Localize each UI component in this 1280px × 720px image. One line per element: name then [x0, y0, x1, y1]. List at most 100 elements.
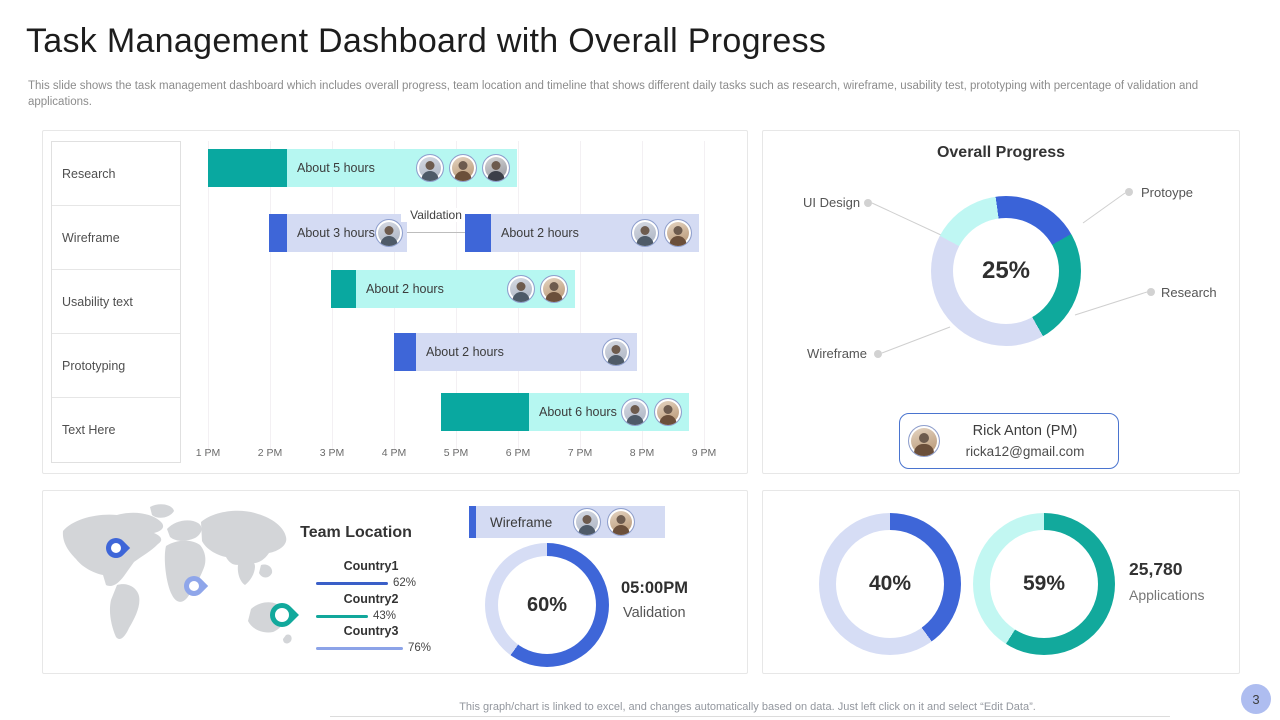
callout-wireframe: Wireframe	[807, 346, 867, 361]
gantt-bar-wireframe-1[interactable]: About 3 hours	[269, 214, 407, 252]
gantt-bar-progress	[331, 270, 356, 308]
country-name: Country1	[343, 559, 399, 573]
axis-tick-label: 9 PM	[691, 447, 717, 459]
callout-leader-lines	[871, 192, 1148, 354]
world-map	[62, 504, 292, 644]
gantt-row-label: Prototyping	[52, 334, 180, 398]
country-bar	[316, 581, 388, 585]
callout-dot	[1125, 188, 1133, 196]
footer-note: This graph/chart is linked to excel, and…	[459, 701, 1036, 713]
chip-accent-edge	[469, 506, 476, 538]
callout-dot	[874, 350, 882, 358]
gantt-bar-progress	[269, 214, 287, 252]
callout-research: Research	[1161, 285, 1217, 300]
gantt-row-label: Usability text	[52, 270, 180, 334]
gantt-bar-label: About 5 hours	[297, 161, 375, 175]
gridline	[208, 141, 209, 451]
team-location-panel[interactable]: Team Location Country1 62% Country2 43% …	[42, 490, 748, 674]
axis-tick-label: 5 PM	[443, 447, 469, 459]
applications-caption: Applications	[1129, 587, 1205, 603]
validation-caption: Validation	[623, 605, 686, 621]
callout-dot	[864, 199, 872, 207]
avatar	[416, 154, 444, 182]
country-bar	[316, 646, 403, 650]
connector-label: Vaildation	[401, 208, 471, 222]
avatar	[449, 154, 477, 182]
avatar	[482, 154, 510, 182]
avatar	[621, 398, 649, 426]
donut-center-value: 59%	[990, 530, 1098, 638]
gantt-bar-label: About 2 hours	[366, 282, 444, 296]
gantt-bar-prototyping[interactable]: About 2 hours	[394, 333, 637, 371]
avatar	[507, 275, 535, 303]
avatar	[908, 425, 940, 457]
gantt-row-label: Research	[52, 142, 180, 206]
country-value: 62%	[393, 577, 417, 589]
donut-center-value: 60%	[498, 556, 596, 654]
chart-title: Overall Progress	[936, 144, 1066, 161]
assignee-avatars	[602, 338, 637, 366]
avatar	[664, 219, 692, 247]
footer-divider	[330, 716, 1170, 717]
assignee-avatars	[631, 219, 699, 247]
gantt-row-label: Text Here	[62, 422, 116, 437]
callout-ui-design: UI Design	[803, 195, 861, 210]
gantt-bar-progress	[465, 214, 491, 252]
overall-progress-panel[interactable]: Overall Progress 25% UI Design Protoype …	[762, 130, 1240, 474]
axis-tick-label: 3 PM	[319, 447, 345, 459]
axis-tick-label: 8 PM	[629, 447, 655, 459]
country-name: Country3	[343, 624, 399, 638]
validation-donut[interactable]: 60%	[485, 543, 609, 667]
axis-tick-label: 2 PM	[257, 447, 283, 459]
applications-donut-59[interactable]: 59%	[973, 513, 1115, 655]
gantt-bar-progress	[208, 149, 287, 187]
page-subtitle: This slide shows the task management das…	[28, 80, 1199, 108]
contact-email: ricka12@gmail.com	[965, 443, 1085, 459]
wireframe-task-chip[interactable]: Wireframe	[469, 506, 665, 538]
applications-donut-40[interactable]: 40%	[819, 513, 961, 655]
gridline	[642, 141, 643, 451]
donut-center-value: 40%	[836, 530, 944, 638]
gridline	[270, 141, 271, 451]
connector-line	[407, 232, 465, 233]
avatar	[602, 338, 630, 366]
country-value: 76%	[408, 642, 432, 654]
applications-count: 25,780	[1129, 559, 1183, 579]
gantt-bar-research[interactable]: About 5 hours	[208, 149, 517, 187]
gantt-bar-usability[interactable]: About 2 hours	[331, 270, 575, 308]
avatar	[631, 219, 659, 247]
donut-center-value: 25%	[953, 218, 1059, 324]
chart-title: Team Location	[300, 524, 412, 541]
callout-protoype: Protoype	[1141, 185, 1194, 200]
chip-label: Wireframe	[490, 514, 553, 530]
gantt-bar-progress	[441, 393, 529, 431]
avatar	[540, 275, 568, 303]
country-bar	[316, 614, 368, 618]
avatar	[654, 398, 682, 426]
gantt-row-labels: Research Wireframe Usability text Protot…	[51, 141, 181, 463]
gantt-bar-label: About 2 hours	[426, 345, 504, 359]
gantt-bar-label: About 2 hours	[501, 226, 579, 240]
gantt-bar-progress	[394, 333, 416, 371]
contact-name: Rick Anton (PM)	[972, 422, 1078, 439]
axis-tick-label: 1 PM	[195, 447, 221, 459]
gantt-bar-wireframe-2[interactable]: About 2 hours	[465, 214, 699, 252]
gridline	[704, 141, 705, 451]
assignee-avatars	[573, 508, 635, 536]
country-row: Country2 43%	[316, 592, 486, 622]
overall-progress-donut[interactable]: 25%	[931, 196, 1081, 346]
assignee-avatars	[374, 219, 410, 247]
assignee-avatars	[507, 275, 575, 303]
gantt-bar-label: About 3 hours	[297, 226, 375, 240]
gantt-bar-label: About 6 hours	[539, 405, 617, 419]
gridline	[580, 141, 581, 451]
country-name: Country2	[343, 592, 399, 606]
gantt-bar-texthere[interactable]: About 6 hours	[441, 393, 689, 431]
avatar	[374, 219, 403, 247]
gantt-chart-panel[interactable]: Research Wireframe Usability text Protot…	[42, 130, 748, 474]
applications-panel[interactable]: 40% 59% 25,780 Applications	[762, 490, 1240, 674]
axis-tick-label: 6 PM	[505, 447, 531, 459]
country-row: Country3 76%	[316, 624, 486, 654]
project-manager-card[interactable]: Rick Anton (PM) ricka12@gmail.com	[899, 413, 1119, 469]
axis-tick-label: 4 PM	[381, 447, 407, 459]
